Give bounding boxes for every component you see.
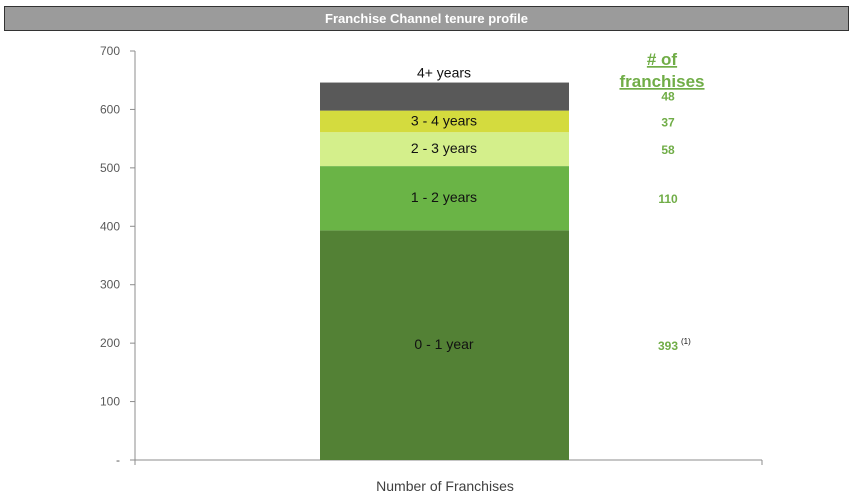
y-tick-label: 400 <box>100 219 120 233</box>
count-label: 393 <box>658 339 678 353</box>
segment-label: 2 - 3 years <box>411 140 477 156</box>
y-tick-label: - <box>116 453 120 467</box>
bar-segment <box>320 230 569 460</box>
count-header: franchises <box>619 72 704 91</box>
x-category-label: Number of Franchises <box>376 478 514 494</box>
bar-segment <box>320 166 569 231</box>
y-tick-label: 600 <box>100 102 120 116</box>
count-footnote: (1) <box>681 337 691 346</box>
count-header: # of <box>647 50 678 69</box>
segment-label: 3 - 4 years <box>411 112 477 128</box>
y-tick-label: 300 <box>100 278 120 292</box>
bar-segment <box>320 132 569 167</box>
bar-segment <box>320 110 569 133</box>
count-label: 37 <box>661 115 675 129</box>
count-label: 58 <box>661 143 675 157</box>
bar-segment <box>320 82 569 111</box>
y-tick-label: 200 <box>100 336 120 350</box>
y-tick-label: 100 <box>100 395 120 409</box>
segment-label: 4+ years <box>417 65 471 81</box>
segment-label: 1 - 2 years <box>411 189 477 205</box>
chart-title: Franchise Channel tenure profile <box>4 6 849 31</box>
y-tick-label: 700 <box>100 44 120 58</box>
segment-label: 0 - 1 year <box>414 336 473 352</box>
y-tick-label: 500 <box>100 161 120 175</box>
count-label: 110 <box>658 192 678 206</box>
count-label: 48 <box>661 90 675 104</box>
